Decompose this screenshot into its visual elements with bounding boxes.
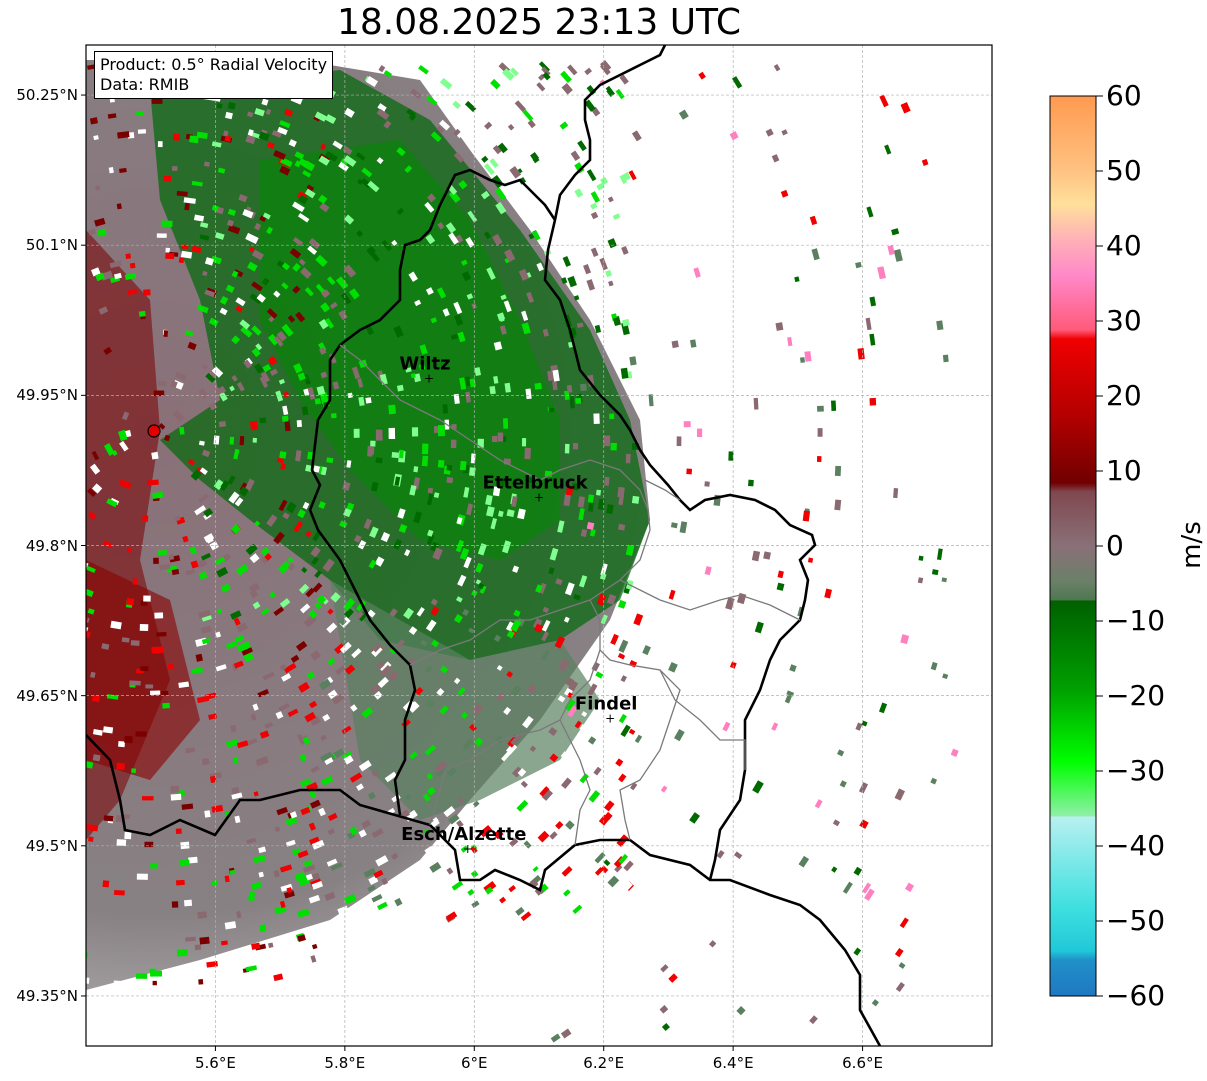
gridlines — [86, 45, 992, 1046]
city-label: Ettelbruck — [482, 472, 588, 493]
colorbar-tick-label: −10 — [1106, 604, 1166, 637]
city-label: Wiltz — [399, 353, 450, 374]
colorbar-tick-label: −20 — [1106, 679, 1166, 712]
lat-tick-label: 49.35°N — [16, 986, 78, 1005]
colorbar-tick-label: −50 — [1106, 904, 1166, 937]
colorbar-tick-label: 0 — [1106, 529, 1124, 562]
colorbar-tick-label: −40 — [1106, 829, 1166, 862]
colorbar — [1049, 95, 1097, 997]
city-layer: +Wiltz+Ettelbruck+Findel+Esch/Alzette — [399, 353, 637, 855]
lon-tick-label: 5.8°E — [324, 1054, 366, 1072]
map-title: 18.08.2025 23:13 UTC — [336, 2, 742, 43]
radar-site-marker — [147, 424, 161, 438]
data-source-label: Data: RMIB — [100, 75, 190, 94]
colorbar-ticks — [1096, 95, 1103, 997]
colorbar-tick-label: 50 — [1106, 154, 1142, 187]
colorbar-unit-label: m/s — [1176, 521, 1207, 569]
country-borders — [86, 45, 882, 1046]
lon-tick-label: 6.6°E — [842, 1054, 883, 1072]
city-marker-icon: + — [605, 712, 615, 726]
lat-tick-label: 49.65°N — [16, 686, 78, 705]
lat-tick-label: 49.5°N — [25, 836, 78, 855]
city-label: Findel — [575, 694, 638, 715]
lon-tick-label: 6.4°E — [712, 1054, 754, 1072]
colorbar-tick-label: 40 — [1106, 229, 1142, 262]
lon-tick-label: 5.6°E — [195, 1054, 236, 1072]
axis-ticks — [81, 94, 864, 1051]
colorbar-tick-label: −60 — [1106, 979, 1166, 1012]
colorbar-tick-label: 20 — [1106, 379, 1142, 412]
colorbar-tick-label: 10 — [1106, 454, 1142, 487]
lat-tick-label: 50.25°N — [16, 86, 78, 105]
city-marker-icon: + — [463, 842, 473, 856]
radar-echo-layer — [86, 59, 959, 1043]
lat-tick-label: 49.95°N — [16, 386, 78, 405]
colorbar-tick-label: 60 — [1106, 79, 1142, 112]
city-marker-icon: + — [424, 371, 434, 385]
city-marker-icon: + — [534, 490, 544, 504]
city-label: Esch/Alzette — [401, 824, 526, 845]
lon-tick-label: 6°E — [461, 1054, 488, 1072]
product-info-box: Product: 0.5° Radial Velocity Data: RMIB — [94, 51, 334, 99]
colorbar-tick-label: −30 — [1106, 754, 1166, 787]
lat-tick-label: 50.1°N — [25, 236, 78, 255]
colorbar-tick-label: 30 — [1106, 304, 1142, 337]
lat-tick-label: 49.8°N — [25, 536, 78, 555]
lon-tick-label: 6.2°E — [583, 1054, 625, 1072]
product-label: Product: 0.5° Radial Velocity — [100, 55, 328, 74]
